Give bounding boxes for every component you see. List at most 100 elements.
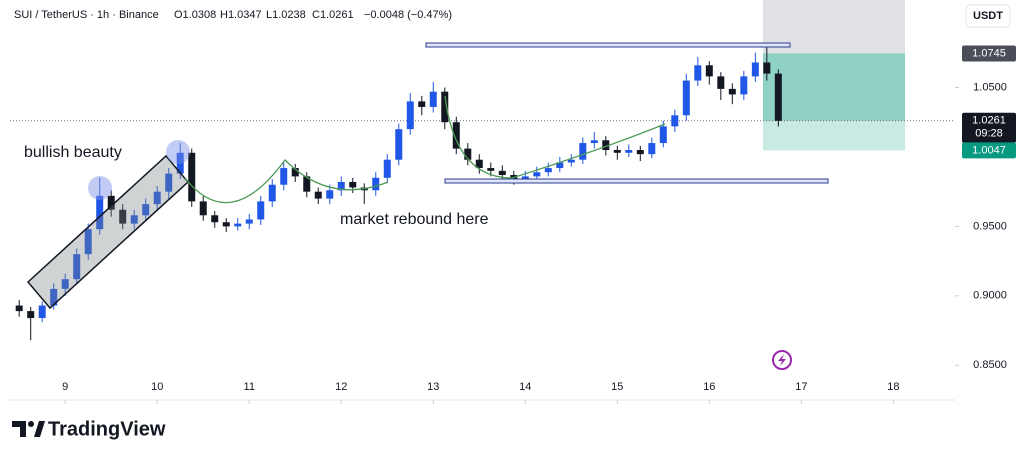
- logo-mark: [34, 421, 45, 437]
- y-tick-label: 0.9500: [973, 220, 1007, 232]
- candle-body: [521, 176, 529, 180]
- candle-body: [613, 150, 621, 153]
- x-tick-label: 12: [335, 381, 347, 393]
- candle-body: [291, 168, 299, 177]
- countdown: 09:28: [975, 128, 1003, 140]
- candle-body: [602, 140, 610, 150]
- candle-body: [84, 229, 92, 255]
- highlight-circle: [88, 176, 112, 200]
- x-tick-label: 9: [62, 381, 68, 393]
- support-drawing: [444, 178, 829, 184]
- position-target-zone: [763, 120, 905, 151]
- candle-body: [429, 91, 437, 107]
- ohlc-high: H1.0347: [220, 9, 262, 21]
- candle-body: [130, 215, 138, 224]
- candle-body: [165, 173, 173, 192]
- candle-body: [234, 223, 242, 227]
- candle-body: [682, 80, 690, 116]
- candle-body: [694, 65, 702, 81]
- candle-body: [625, 150, 633, 153]
- candle-body: [245, 219, 253, 224]
- candle-body: [222, 222, 230, 227]
- x-tick-label: 14: [519, 381, 531, 393]
- candle-body: [636, 150, 644, 155]
- x-tick-label: 10: [151, 381, 163, 393]
- curve-drawing: [184, 159, 389, 204]
- candle-body: [314, 191, 322, 199]
- candle-body: [50, 288, 58, 306]
- candle-body: [73, 254, 81, 280]
- candle-body: [15, 305, 23, 312]
- candle-body: [326, 190, 334, 199]
- candle-body: [475, 159, 483, 169]
- highlight-circle: [166, 140, 190, 164]
- candle-body: [61, 279, 69, 289]
- candle-body: [452, 122, 460, 149]
- price-tag-label: 1.0047: [972, 144, 1006, 156]
- candle-body: [383, 159, 391, 178]
- brand-logo: TradingView: [12, 418, 166, 440]
- candle-body: [199, 201, 207, 216]
- candle-body: [671, 115, 679, 127]
- position-profit-zone: [763, 53, 905, 121]
- candle-body: [774, 73, 782, 121]
- candle-body: [567, 159, 575, 163]
- logo-mark: [12, 421, 26, 437]
- candle-body: [498, 170, 506, 175]
- candle-body: [188, 152, 196, 202]
- candle-body: [211, 215, 219, 223]
- x-tick-label: 15: [611, 381, 623, 393]
- candle-body: [751, 62, 759, 77]
- alert-icon[interactable]: [772, 350, 792, 370]
- candle-body: [717, 76, 725, 89]
- brand-name: TradingView: [48, 418, 166, 440]
- price-tag: [962, 142, 1016, 159]
- y-tick-label: 1.0500: [973, 81, 1007, 93]
- ohlc-close: C1.0261: [312, 9, 354, 21]
- candle-body: [728, 88, 736, 95]
- candle-body: [349, 181, 357, 188]
- x-tick-label: 17: [795, 381, 807, 393]
- candle-body: [590, 140, 598, 144]
- candle-body: [763, 62, 771, 74]
- price-tag-label: 1.0745: [972, 47, 1006, 59]
- price-tag: [962, 112, 1016, 143]
- candle-body: [107, 195, 115, 210]
- annotation: market rebound here: [340, 211, 489, 228]
- ohlc-low: L1.0238: [266, 9, 306, 21]
- candle-body: [303, 176, 311, 192]
- candle-body: [740, 76, 748, 95]
- candle-body: [268, 184, 276, 202]
- candle-body: [441, 91, 449, 123]
- price-tag: [962, 45, 1016, 62]
- candle-body: [659, 126, 667, 144]
- candle-body: [544, 168, 552, 173]
- logo-mark: [28, 421, 34, 427]
- candle-body: [705, 65, 713, 77]
- candle-body: [418, 101, 426, 107]
- x-tick-label: 16: [703, 381, 715, 393]
- symbol: SUI / TetherUS · 1h · Binance: [14, 9, 159, 21]
- ohlc-open: O1.0308: [174, 9, 216, 21]
- plot: [10, 0, 959, 404]
- channel-drawing: [26, 154, 190, 310]
- curve-drawing: [444, 95, 666, 179]
- currency-button[interactable]: USDT: [965, 4, 1011, 28]
- currency-button-bg[interactable]: [965, 4, 1011, 28]
- candle-body: [556, 162, 564, 169]
- y-tick-label: 0.8500: [973, 359, 1007, 371]
- candle-body: [533, 172, 541, 177]
- candle-body: [648, 143, 656, 155]
- alert-icon-bolt[interactable]: [778, 354, 786, 366]
- candle-body: [176, 152, 184, 174]
- x-tick-label: 18: [887, 381, 899, 393]
- candle-body: [27, 311, 35, 319]
- candle-body: [372, 177, 380, 191]
- candle-body: [153, 191, 161, 205]
- annotation: bullish beauty: [24, 144, 122, 161]
- candle-body: [280, 168, 288, 185]
- currency-label[interactable]: USDT: [973, 10, 1003, 22]
- price-tag-label: 1.0261: [972, 115, 1006, 127]
